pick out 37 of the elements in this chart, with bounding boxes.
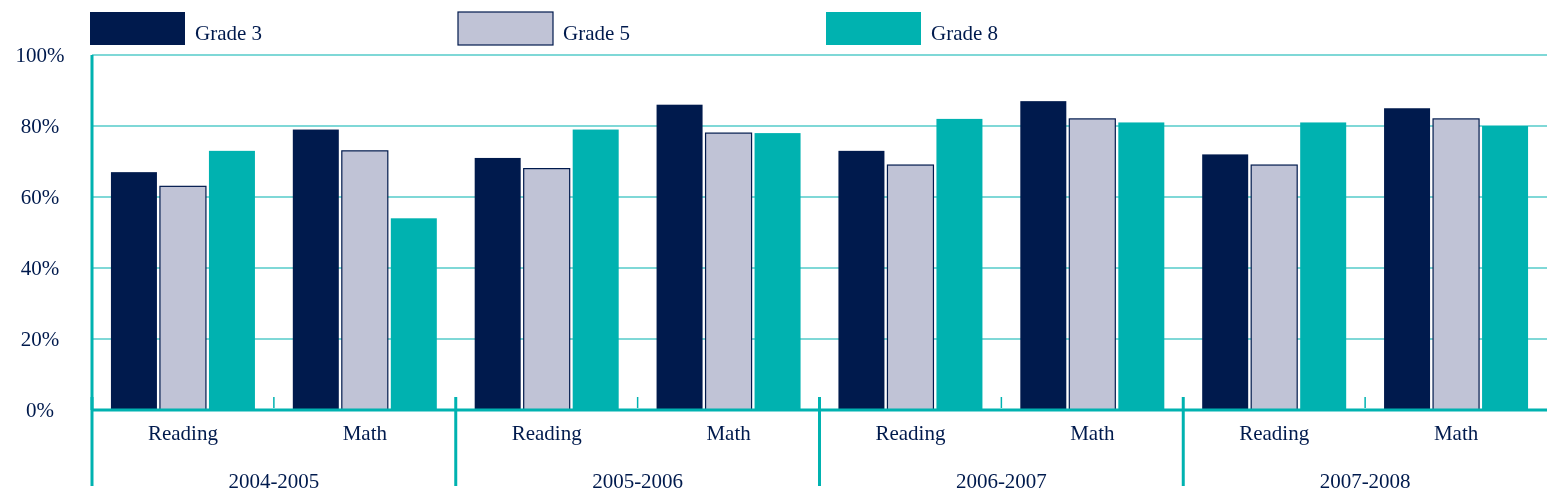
bar: [474, 157, 521, 410]
text: 2005-2006: [592, 469, 684, 492]
bar: [110, 172, 157, 410]
bar: [1250, 164, 1298, 411]
x-tick-label: Math: [342, 421, 388, 445]
y-tick-label: 80%: [20, 114, 60, 139]
bar: [704, 132, 753, 411]
bar: [341, 150, 389, 411]
y-tick-label: 0%: [26, 398, 54, 423]
bar: [523, 168, 571, 411]
y-tick-label: 100%: [15, 43, 65, 68]
x-tick-label: Math: [1070, 421, 1115, 445]
y-tick-label: 40%: [20, 256, 60, 281]
x-tick-label: Math: [1433, 421, 1479, 445]
legend-label: Grade 3: [195, 21, 263, 45]
x-tick-label: Reading: [511, 421, 583, 445]
text: 2004-2005: [228, 469, 320, 492]
bar: [838, 150, 885, 410]
bar: [292, 129, 339, 410]
bar: [1020, 101, 1067, 410]
text: 2006-2007: [955, 469, 1047, 492]
bar: [656, 104, 703, 410]
bar: [1068, 118, 1116, 411]
x-tick-label: Reading: [875, 421, 946, 445]
bar: [886, 164, 935, 411]
y-tick-label: 60%: [20, 185, 60, 210]
x-tick-label: Reading: [1239, 421, 1310, 445]
y-tick-label: 20%: [20, 327, 60, 352]
bar: [1384, 108, 1431, 410]
legend-label: Grade 5: [563, 21, 631, 45]
x-tick-label: Reading: [147, 421, 219, 445]
bar: [1202, 154, 1249, 410]
text: 2007-2008: [1319, 469, 1411, 492]
legend-label: Grade 8: [931, 21, 999, 45]
x-tick-label: Math: [706, 421, 752, 445]
bar: [1432, 118, 1480, 411]
bar: [159, 185, 207, 411]
